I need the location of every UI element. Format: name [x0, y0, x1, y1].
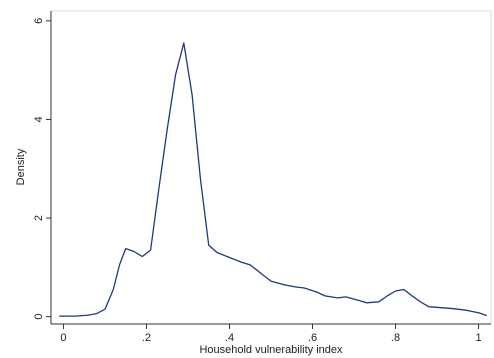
y-tick-label: 2 [33, 215, 45, 221]
x-tick-label: 0 [60, 332, 66, 344]
x-axis-ticks: 0 .2 .4 .6 .8 1 [60, 324, 482, 344]
plot-area [50, 10, 492, 325]
x-tick-label: .2 [142, 332, 151, 344]
x-axis-title: Household vulnerability index [199, 344, 343, 356]
y-axis-ticks: 0 2 4 6 [33, 18, 51, 320]
y-axis-title: Density [15, 148, 27, 185]
density-series-line [59, 42, 488, 317]
x-tick-label: .8 [391, 332, 400, 344]
y-tick-label: 6 [33, 18, 45, 24]
x-tick-label: 1 [475, 332, 481, 344]
x-tick-label: .6 [308, 332, 317, 344]
x-tick-label: .4 [225, 332, 234, 344]
y-tick-label: 4 [33, 116, 45, 122]
y-tick-label: 0 [33, 314, 45, 320]
